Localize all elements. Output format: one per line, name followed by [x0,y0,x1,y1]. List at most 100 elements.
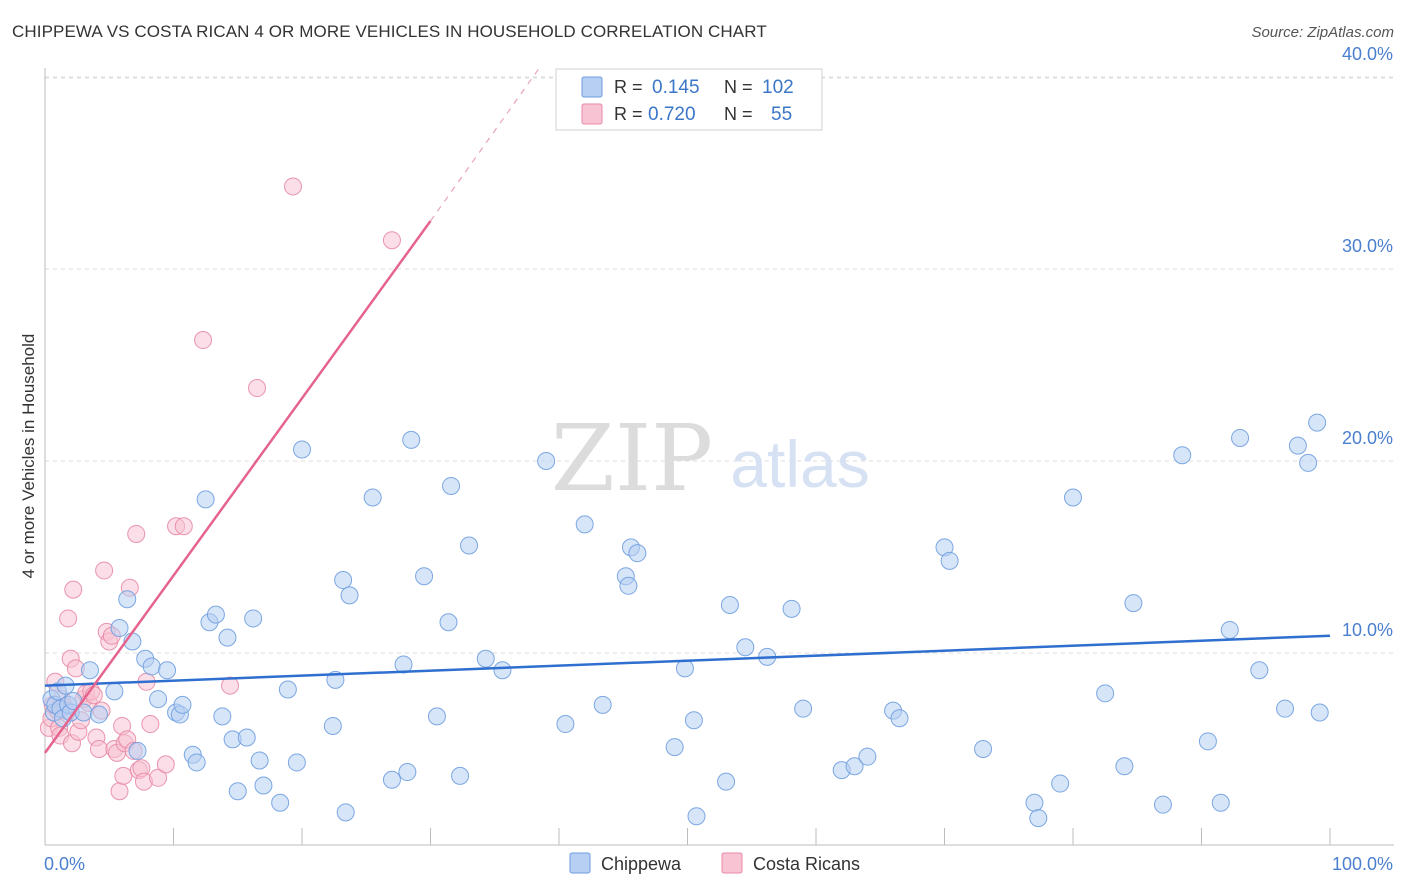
point-chippewa [187,753,206,772]
point-chippewa [173,695,192,714]
point-costa-ricans [110,782,129,801]
point-chippewa [794,699,813,718]
point-chippewa [439,613,458,632]
point-chippewa [451,766,470,785]
point-chippewa [105,682,124,701]
point-costa-ricans [248,379,267,398]
point-chippewa [427,707,446,726]
point-chippewa [736,638,755,657]
point-chippewa [1025,793,1044,812]
legend-r-value-chippewa: 0.145 [652,77,700,98]
legend-box: R = 0.145 N = 102 R = 0.720 N = 55 [555,68,823,131]
point-chippewa [287,753,306,772]
point-chippewa [1124,594,1143,613]
point-chippewa [665,738,684,757]
point-chippewa [476,649,495,668]
point-chippewa [323,716,342,735]
point-chippewa [1029,809,1048,828]
point-costa-ricans [194,331,213,350]
legend-r-value-costa-ricans: 0.720 [648,104,696,125]
point-chippewa [228,782,247,801]
bottom-legend-swatch-chippewa [569,852,591,874]
point-chippewa [1211,793,1230,812]
point-chippewa [206,605,225,624]
legend-r-label-costa-ricans: R = [614,104,643,124]
source-credit: Source: ZipAtlas.com [1251,24,1394,41]
point-costa-ricans [89,740,108,758]
point-chippewa [1308,413,1327,432]
point-chippewa [1096,684,1115,703]
gridlines [45,76,1394,654]
trendlines [43,67,1331,754]
point-chippewa [415,567,434,586]
bottom-legend-label-chippewa: Chippewa [601,854,682,874]
point-chippewa [556,715,575,734]
point-chippewa [334,571,353,590]
point-chippewa [142,657,161,676]
point-chippewa [237,728,256,747]
point-chippewa [1250,661,1269,680]
point-chippewa [89,705,108,724]
point-chippewa [720,596,739,614]
point-chippewa [340,586,359,605]
y-tick-label: 30.0% [1342,236,1393,256]
legend-swatch-costa-ricans [581,103,603,125]
point-costa-ricans [382,231,401,250]
bottom-legend-swatch-costa-ricans [721,852,743,874]
watermark-zip: ZIP [551,405,713,512]
point-chippewa [675,659,694,678]
x-tick-label-min: 0.0% [44,854,85,874]
point-chippewa [80,661,99,680]
trendline-chippewa [44,634,1331,687]
y-tick-labels: 10.0% 20.0% 30.0% 40.0% [1342,44,1393,640]
point-chippewa [213,707,232,726]
point-chippewa [974,740,993,758]
watermark-atlas: atlas [730,427,869,501]
point-chippewa [1115,757,1134,776]
legend-swatch-chippewa [581,76,603,98]
point-chippewa [244,609,263,628]
point-chippewa [619,576,638,595]
point-chippewa [394,655,413,674]
point-chippewa [1310,703,1329,722]
point-chippewa [1220,620,1239,639]
point-chippewa [1198,732,1217,751]
point-chippewa [1173,446,1192,465]
point-costa-ricans [149,768,168,787]
y-tick-label: 10.0% [1342,620,1393,640]
point-costa-ricans [156,755,175,774]
point-chippewa [845,757,864,776]
point-chippewa [398,763,417,782]
point-chippewa [363,488,382,507]
point-chippewa [1051,774,1070,793]
point-chippewa [442,476,461,495]
point-chippewa [1064,488,1082,507]
point-chippewa [1231,428,1250,447]
bottom-legend: Chippewa Costa Ricans [569,852,860,874]
point-chippewa [940,551,959,570]
point-costa-ricans [59,609,78,628]
point-chippewa [782,599,801,618]
point-chippewa [593,695,612,714]
legend-n-value-costa-ricans: 55 [771,104,792,125]
point-chippewa [1299,453,1318,472]
chart-title: CHIPPEWA VS COSTA RICAN 4 OR MORE VEHICL… [12,22,767,41]
point-costa-ricans [95,561,114,580]
point-costa-ricans [127,524,146,543]
axes [44,68,1394,846]
x-tick-label-max: 100.0% [1332,854,1393,874]
point-costa-ricans [64,580,83,599]
point-chippewa [858,747,877,766]
point-chippewa [158,661,177,680]
bottom-legend-label-costa-ricans: Costa Ricans [753,854,860,874]
point-chippewa [149,690,168,709]
point-chippewa [687,807,706,826]
point-costa-ricans [114,766,133,785]
point-chippewa [196,490,215,509]
point-chippewa [110,619,129,638]
point-costa-ricans [174,517,193,536]
point-chippewa [1276,699,1295,718]
point-chippewa [382,770,401,789]
y-axis-label: 4 or more Vehicles in Household [19,334,38,579]
